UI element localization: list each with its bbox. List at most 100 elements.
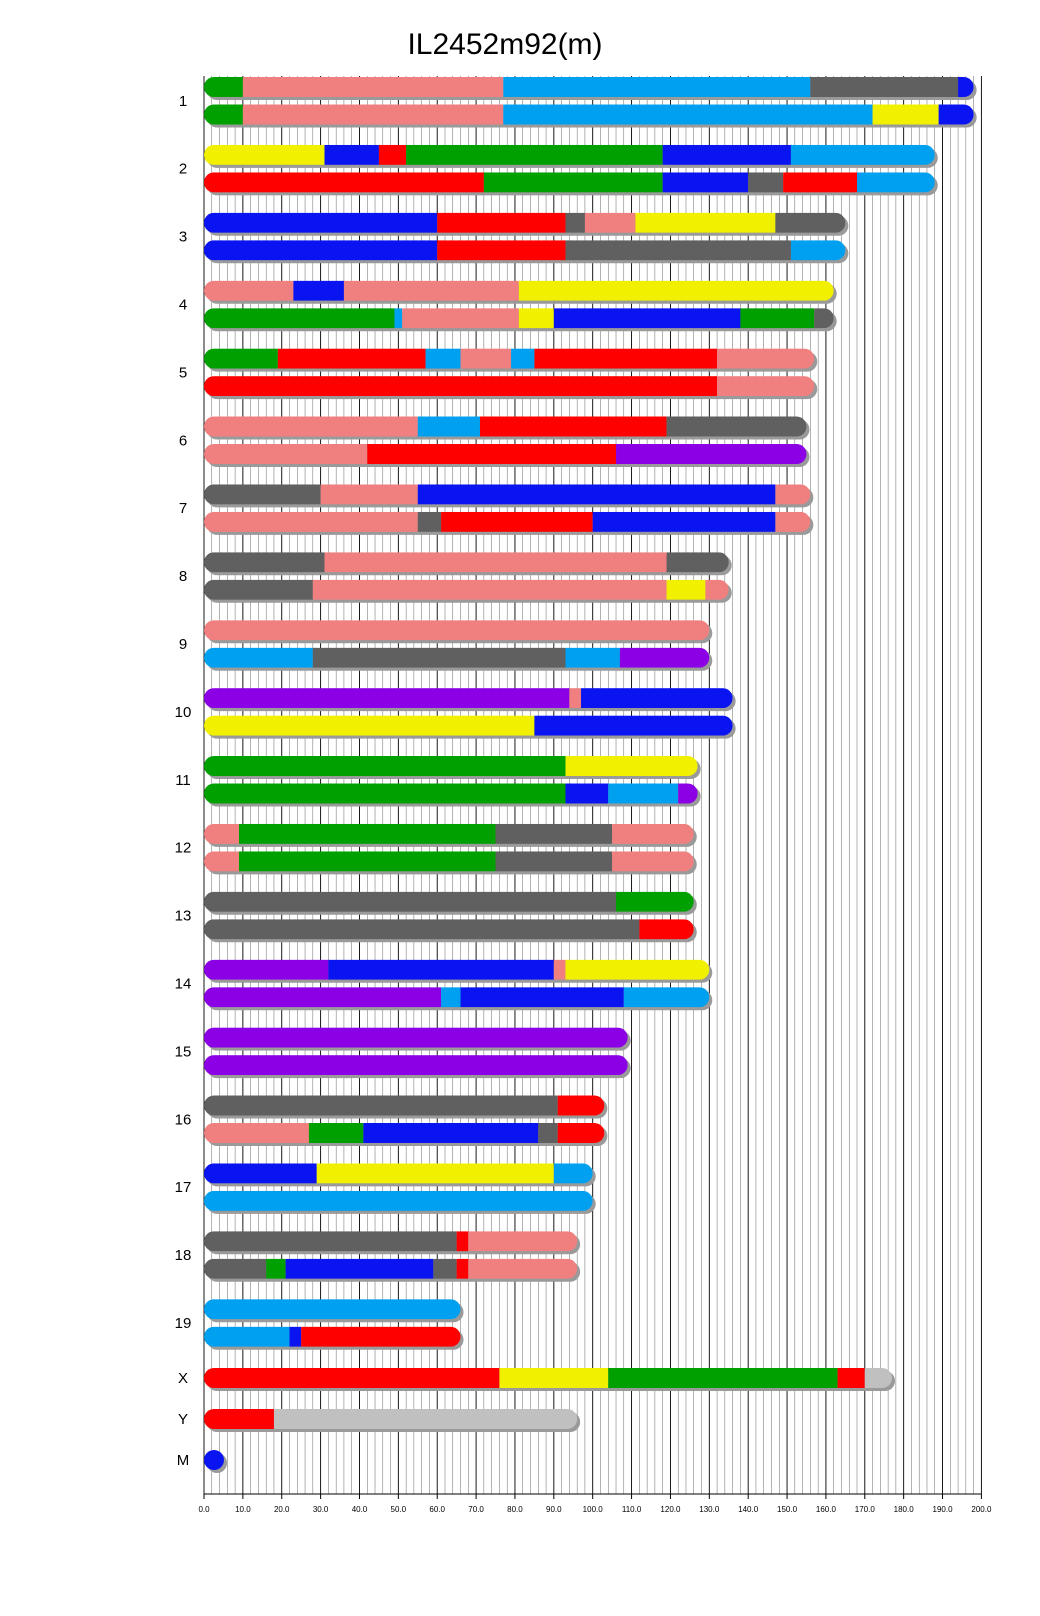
segment-purple <box>619 647 710 668</box>
segment-pink <box>204 851 239 872</box>
chromosome-5-strand-1 <box>204 348 818 372</box>
segment-purple <box>204 688 570 709</box>
segment-gray <box>204 891 617 912</box>
x-tick-label: 160.0 <box>816 1505 837 1514</box>
segment-blue <box>581 688 733 709</box>
segment-cyan <box>503 104 873 125</box>
x-tick-label: 20.0 <box>274 1505 290 1514</box>
chromosome-4-strand-2 <box>204 308 837 332</box>
segment-cyan <box>623 987 710 1008</box>
chromosome-label-Y: Y <box>178 1411 188 1428</box>
chromosome-label-10: 10 <box>175 704 192 721</box>
chromosome-17-strand-1 <box>204 1163 596 1187</box>
chromosome-label-13: 13 <box>175 908 192 925</box>
segment-purple <box>678 783 698 804</box>
segment-pink <box>204 620 710 641</box>
segment-yellow <box>316 1163 554 1184</box>
segment-gray <box>312 647 566 668</box>
chromosome-13-strand-1 <box>204 891 697 915</box>
segment-red <box>204 376 718 397</box>
segment-yellow <box>872 104 939 125</box>
chromosome-18-strand-2 <box>204 1258 581 1282</box>
segment-pink <box>204 1123 309 1143</box>
x-axis-ticks: 0.0 10.0 20.0 30.0 40.0 50.0 60.0 70.0 80.0 90.0 1… <box>198 1494 992 1514</box>
segment-gray <box>666 416 807 437</box>
segment-blue <box>204 1163 317 1184</box>
x-tick-label: 0.0 <box>198 1505 210 1514</box>
x-tick-label: 180.0 <box>894 1505 915 1514</box>
chromosome-bars <box>204 77 977 1473</box>
segment-blue <box>553 308 741 329</box>
segment-purple <box>204 1055 628 1076</box>
segment-gray <box>204 1258 267 1279</box>
segment-pink <box>468 1258 578 1279</box>
chromosome-label-17: 17 <box>175 1179 192 1196</box>
segment-pink <box>775 511 811 532</box>
x-tick-label: 140.0 <box>738 1505 759 1514</box>
chromosome-label-9: 9 <box>179 636 187 653</box>
chromosome-6-strand-1 <box>204 416 810 440</box>
x-tick-label: 100.0 <box>583 1505 604 1514</box>
chromosome-2-strand-1 <box>204 144 938 168</box>
segment-cyan <box>204 1326 290 1347</box>
segment-green <box>204 104 243 125</box>
chromosome-label-1: 1 <box>179 93 187 110</box>
segment-blue <box>565 783 609 804</box>
segment-red <box>557 1095 605 1116</box>
segment-green <box>616 891 694 912</box>
segment-green <box>740 308 815 329</box>
segment-blue <box>285 1258 434 1279</box>
segment-cyan <box>441 987 461 1008</box>
x-tick-label: 200.0 <box>971 1505 992 1514</box>
x-tick-label: 40.0 <box>352 1505 368 1514</box>
segment-cyan <box>857 172 935 193</box>
chromosome-label-19: 19 <box>175 1315 192 1332</box>
segment-cyan <box>565 647 620 668</box>
segment-gray <box>666 552 729 573</box>
chromosome-label-15: 15 <box>175 1043 192 1060</box>
segment-gray <box>204 1095 558 1116</box>
chromosome-label-6: 6 <box>179 432 187 449</box>
chromosome-label-18: 18 <box>175 1247 192 1264</box>
segment-green <box>204 308 395 329</box>
x-tick-label: 70.0 <box>468 1505 484 1514</box>
segment-gray <box>814 308 834 329</box>
segment-pink <box>204 280 294 301</box>
segment-blue <box>662 172 749 193</box>
segment-pink <box>312 579 667 600</box>
segment-gray <box>810 77 959 97</box>
segment-red <box>479 416 667 437</box>
chromosome-label-5: 5 <box>179 364 187 381</box>
chromosome-label-2: 2 <box>179 161 187 178</box>
segment-lightgray <box>273 1409 578 1429</box>
chromosome-15-strand-2 <box>204 1055 631 1079</box>
chromosome-label-16: 16 <box>175 1111 192 1128</box>
segment-gray <box>495 823 613 844</box>
chromosome-10-strand-2 <box>204 715 736 739</box>
chromosome-10-strand-1 <box>204 688 736 712</box>
segment-green <box>204 348 278 369</box>
segment-gray <box>565 240 791 261</box>
segment-gray <box>417 511 442 532</box>
x-tick-label: 190.0 <box>933 1505 954 1514</box>
segment-cyan <box>511 348 535 369</box>
chromosome-19-strand-1 <box>204 1299 464 1323</box>
segment-pink <box>204 823 239 844</box>
segment-cyan <box>790 144 935 165</box>
segment-pink <box>460 348 512 369</box>
segment-lightgray <box>864 1368 892 1388</box>
x-tick-label: 130.0 <box>699 1505 720 1514</box>
segment-blue <box>534 715 733 736</box>
chromosome-11-strand-1 <box>204 756 701 779</box>
chromosome-19-strand-2 <box>204 1326 464 1350</box>
x-tick-label: 80.0 <box>507 1505 523 1514</box>
segment-pink <box>569 688 582 709</box>
segment-yellow <box>565 756 698 776</box>
chromosome-label-12: 12 <box>175 840 192 857</box>
segment-green <box>608 1368 838 1388</box>
x-tick-label: 120.0 <box>660 1505 681 1514</box>
segment-cyan <box>417 416 480 437</box>
segment-pink <box>468 1231 578 1252</box>
chromosome-4-strand-1 <box>204 280 837 304</box>
segment-green <box>204 77 243 97</box>
